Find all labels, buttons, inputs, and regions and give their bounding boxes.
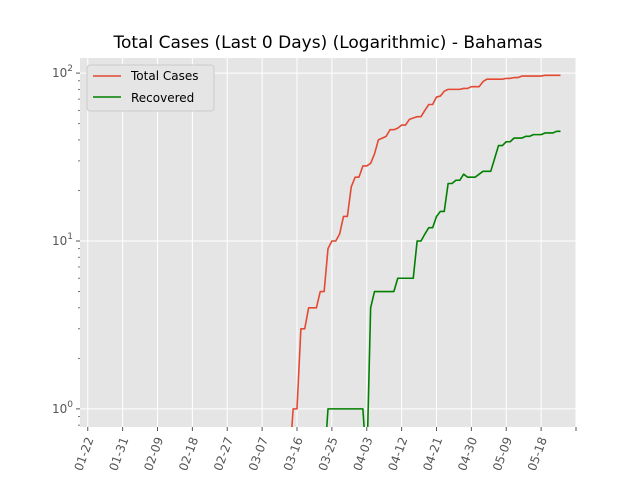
y-tick-label: 101 <box>52 232 73 248</box>
x-tick-label: 04-21 <box>420 435 445 473</box>
x-tick-label: 04-30 <box>455 435 480 473</box>
series-line-total-cases <box>291 74 561 427</box>
x-tick-label: 01-31 <box>106 435 131 473</box>
y-tick-label: 102 <box>52 64 73 80</box>
x-tick-label: 03-25 <box>316 435 341 473</box>
plot-background <box>80 58 576 427</box>
x-tick-label: 01-22 <box>71 435 96 473</box>
legend: Total Cases Recovered <box>86 64 215 112</box>
chart-title: Total Cases (Last 0 Days) (Logarithmic) … <box>113 33 543 53</box>
x-tick-label: 03-16 <box>281 435 306 473</box>
series-line-recovered <box>325 130 561 427</box>
legend-label-recovered: Recovered <box>131 91 194 105</box>
x-tick-label: 03-07 <box>246 435 271 473</box>
x-tick-label: 04-03 <box>350 435 375 473</box>
series <box>291 74 561 427</box>
x-tick-label: 02-09 <box>141 435 166 473</box>
x-tick-label: 05-09 <box>490 435 515 473</box>
x-tick-label: 02-27 <box>211 435 236 473</box>
x-tick-label: 04-12 <box>385 435 410 473</box>
x-tick-label: 02-18 <box>176 435 201 473</box>
legend-label-total-cases: Total Cases <box>130 69 198 83</box>
grid <box>80 58 577 427</box>
y-tick-label: 100 <box>52 400 73 416</box>
x-tick-label: 05-18 <box>525 435 550 473</box>
